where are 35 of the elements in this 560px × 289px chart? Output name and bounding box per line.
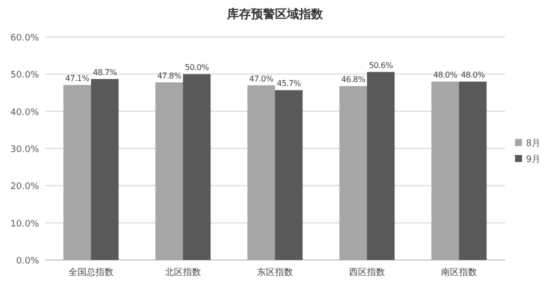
x-tick-label: 南区指数 (441, 267, 477, 278)
bar (431, 82, 459, 260)
data-label: 48.0% (460, 70, 486, 80)
y-tick-label: 60.0% (10, 34, 40, 44)
y-tick-label: 30.0% (10, 145, 40, 155)
y-tick-label: 0.0% (16, 256, 40, 266)
data-label: 47.0% (249, 74, 274, 84)
bar (155, 82, 183, 260)
x-tick-label: 全国总指数 (68, 267, 114, 278)
bar (247, 85, 275, 260)
y-tick-label: 40.0% (10, 108, 40, 118)
data-label: 46.8% (341, 75, 366, 84)
bar (183, 74, 211, 260)
y-tick-label: 10.0% (10, 219, 40, 230)
y-tick-label: 50.0% (10, 70, 40, 81)
data-label: 50.0% (184, 63, 210, 72)
data-label: 45.7% (276, 79, 302, 88)
bar (459, 82, 487, 260)
x-tick-label: 北区指数 (165, 267, 201, 278)
legend-label: 8月 (526, 139, 541, 149)
x-tick-label: 东区指数 (257, 267, 293, 278)
data-label: 50.6% (368, 60, 394, 70)
y-tick-label: 20.0% (10, 182, 40, 192)
x-tick-label: 西区指数 (349, 267, 385, 278)
data-label: 48.7% (92, 68, 118, 77)
bar (91, 79, 119, 260)
chart-title: 库存预警区域指数 (226, 7, 324, 21)
bar (339, 86, 367, 260)
data-label: 47.8% (157, 71, 182, 80)
data-label: 47.1% (65, 74, 90, 83)
bar (63, 84, 91, 260)
bar (367, 72, 395, 260)
legend-label: 9月 (526, 155, 541, 165)
data-label: 48.0% (433, 70, 458, 80)
bar (275, 90, 303, 260)
